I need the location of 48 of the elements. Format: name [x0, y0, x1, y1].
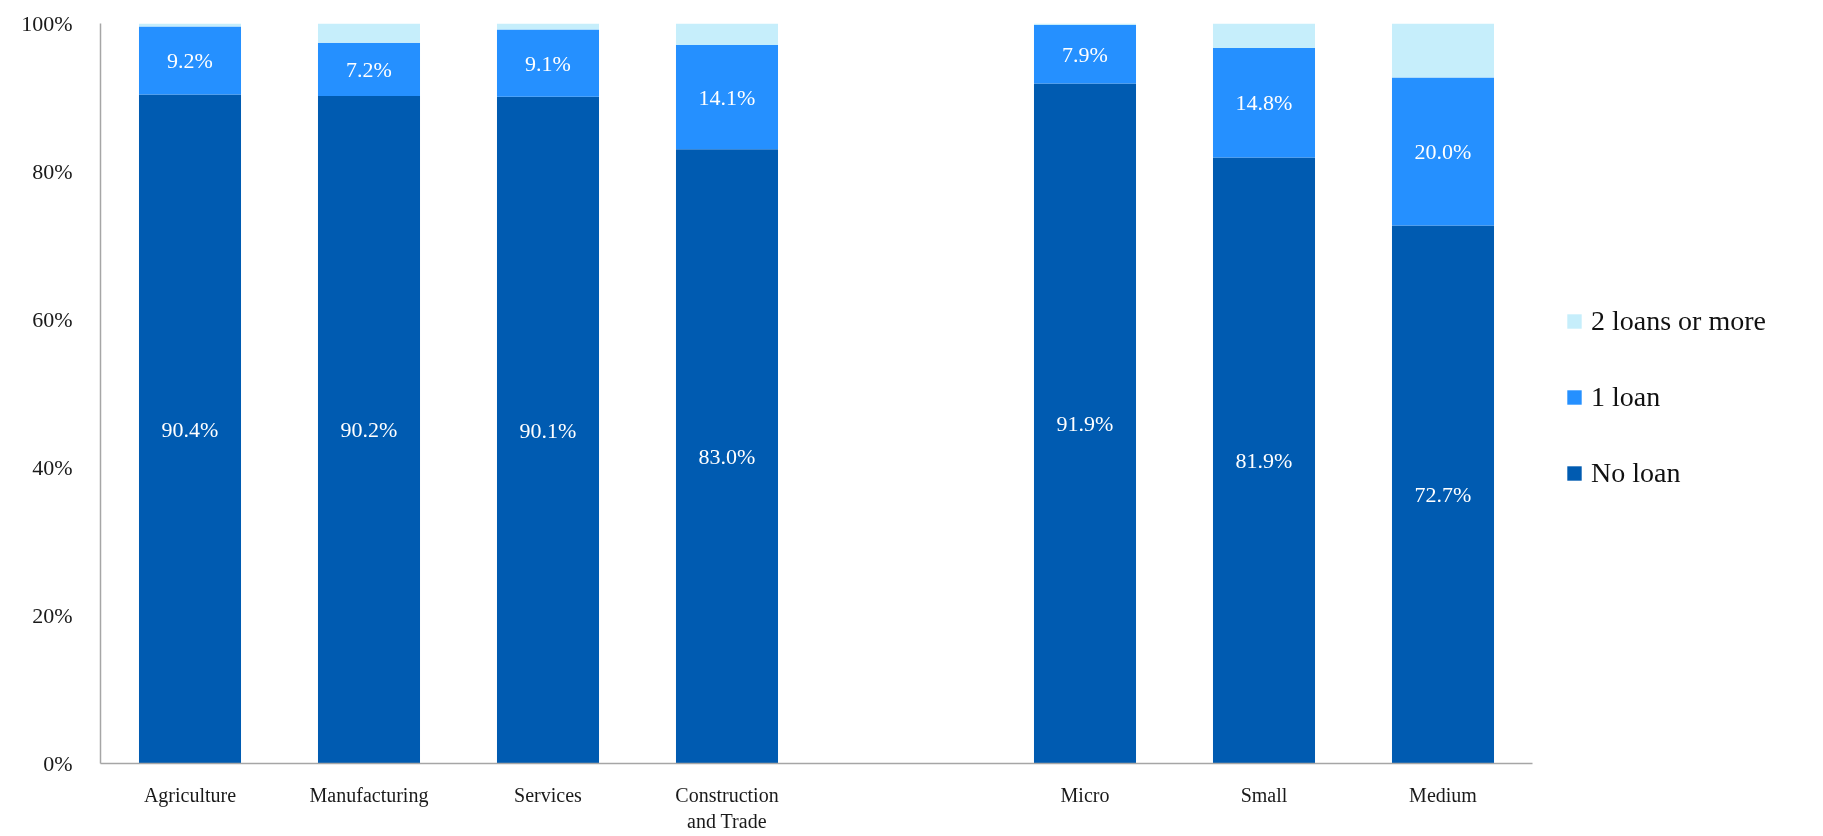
y-tick-label: 100% — [21, 11, 73, 36]
bar — [317, 42, 421, 97]
y-tick-label: 40% — [32, 455, 73, 480]
bar — [317, 23, 421, 43]
bar — [1212, 23, 1316, 48]
data-label: 20.0% — [1414, 139, 1472, 165]
bar — [1391, 77, 1495, 226]
bar — [1391, 225, 1495, 764]
bar — [675, 44, 779, 150]
bar — [675, 23, 779, 45]
data-label: 7.2% — [346, 56, 392, 82]
data-label: 9.1% — [525, 50, 571, 76]
data-label: 9.2% — [167, 48, 213, 73]
bar — [317, 96, 421, 764]
bar — [138, 26, 242, 95]
x-tick-label: Construction and Trade — [675, 783, 779, 832]
x-tick-label: Manufacturing — [309, 783, 429, 807]
bar — [1212, 47, 1316, 158]
x-tick-label: Services — [514, 783, 583, 806]
data-label: 83.0% — [698, 443, 756, 469]
data-label: 7.9% — [1062, 41, 1108, 67]
y-tick-label: 20% — [32, 603, 73, 628]
data-label: 90.1% — [519, 417, 577, 443]
data-label: 81.9% — [1235, 447, 1293, 473]
x-tick-label: Small — [1240, 783, 1288, 806]
data-label: 91.9% — [1056, 410, 1114, 436]
bar — [1033, 24, 1137, 84]
bar — [1033, 83, 1137, 764]
data-label: 72.7% — [1414, 482, 1472, 508]
y-tick-label: 60% — [32, 307, 73, 332]
data-label: 90.4% — [161, 416, 219, 442]
bar — [1391, 23, 1495, 78]
data-label: 90.2% — [340, 417, 398, 443]
x-tick-label: Medium — [1409, 783, 1478, 806]
bar — [496, 29, 600, 97]
bar — [138, 94, 242, 764]
data-label: 14.1% — [698, 84, 756, 110]
legend-label: No loan — [1591, 457, 1681, 489]
x-tick-label: Micro — [1060, 783, 1110, 806]
bar — [496, 96, 600, 764]
bar — [675, 149, 779, 764]
y-tick-label: 0% — [43, 751, 73, 776]
legend-label: 1 loan — [1591, 381, 1661, 413]
legend-label: 2 loans or more — [1591, 305, 1766, 337]
data-label: 14.8% — [1235, 90, 1293, 116]
bar — [1212, 157, 1316, 764]
x-tick-label: Agriculture — [143, 783, 237, 807]
y-tick-label: 80% — [32, 159, 73, 184]
